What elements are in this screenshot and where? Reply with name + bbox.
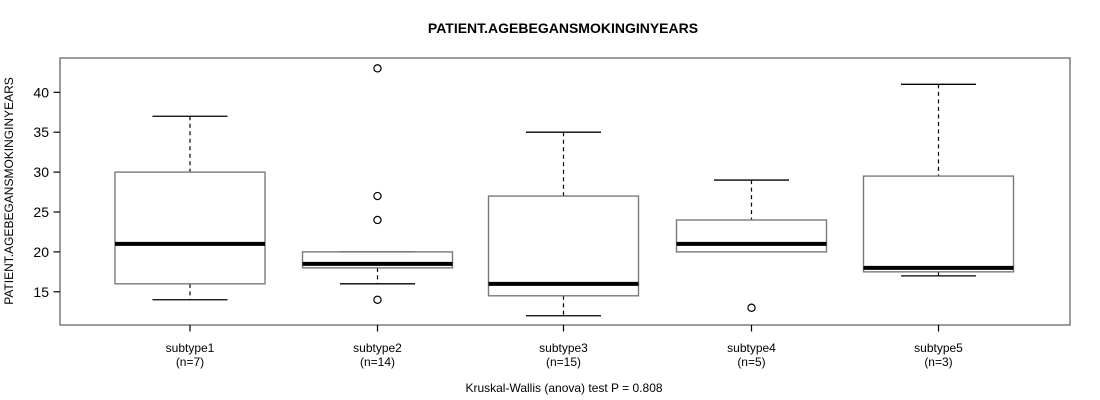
outlier-point: [373, 64, 382, 73]
y-axis-title: PATIENT.AGEBEGANSMOKINGINYEARS: [2, 77, 16, 305]
y-tick-label: 35: [33, 124, 49, 140]
boxplot-group-subtype4: [675, 179, 828, 312]
x-axis: subtype1(n=7) subtype2(n=14) subtype3(n=15…: [166, 325, 963, 369]
chart-title: PATIENT.AGEBEGANSMOKINGINYEARS: [428, 20, 698, 36]
y-tick-label: 30: [33, 164, 49, 180]
boxplot-group-subtype3: [487, 131, 640, 317]
box-series: [114, 64, 1015, 317]
iqr-box: [114, 171, 266, 285]
outlier-point: [373, 191, 382, 201]
y-tick-label: 20: [33, 244, 49, 260]
x-category-count: (n=15): [546, 355, 581, 369]
outlier-point: [373, 215, 382, 225]
x-category-count: (n=14): [360, 355, 395, 369]
x-category-count: (n=5): [737, 355, 765, 369]
x-category-count: (n=3): [924, 355, 952, 369]
iqr-box: [862, 175, 1015, 273]
iqr-box: [675, 219, 828, 253]
x-category-label: subtype3: [539, 341, 588, 355]
y-tick-label: 40: [33, 84, 49, 100]
outlier-point: [747, 303, 756, 312]
boxplot-group-subtype5: [862, 83, 1015, 277]
x-category-label: subtype5: [914, 341, 963, 355]
x-category-count: (n=7): [176, 355, 204, 369]
boxplot-group-subtype2: [301, 64, 454, 304]
boxplot-group-subtype1: [114, 115, 266, 301]
y-axis: 15 20 25 30 35 40: [33, 84, 60, 300]
x-category-label: subtype4: [727, 341, 776, 355]
caption-kruskal-wallis: Kruskal-Wallis (anova) test P = 0.808: [465, 381, 662, 395]
plot-frame: [59, 57, 1071, 326]
y-tick-label: 25: [33, 204, 49, 220]
x-category-label: subtype2: [353, 341, 402, 355]
y-tick-label: 15: [33, 284, 49, 300]
outlier-point: [373, 295, 382, 304]
x-category-label: subtype1: [166, 341, 215, 355]
iqr-box: [487, 195, 640, 297]
